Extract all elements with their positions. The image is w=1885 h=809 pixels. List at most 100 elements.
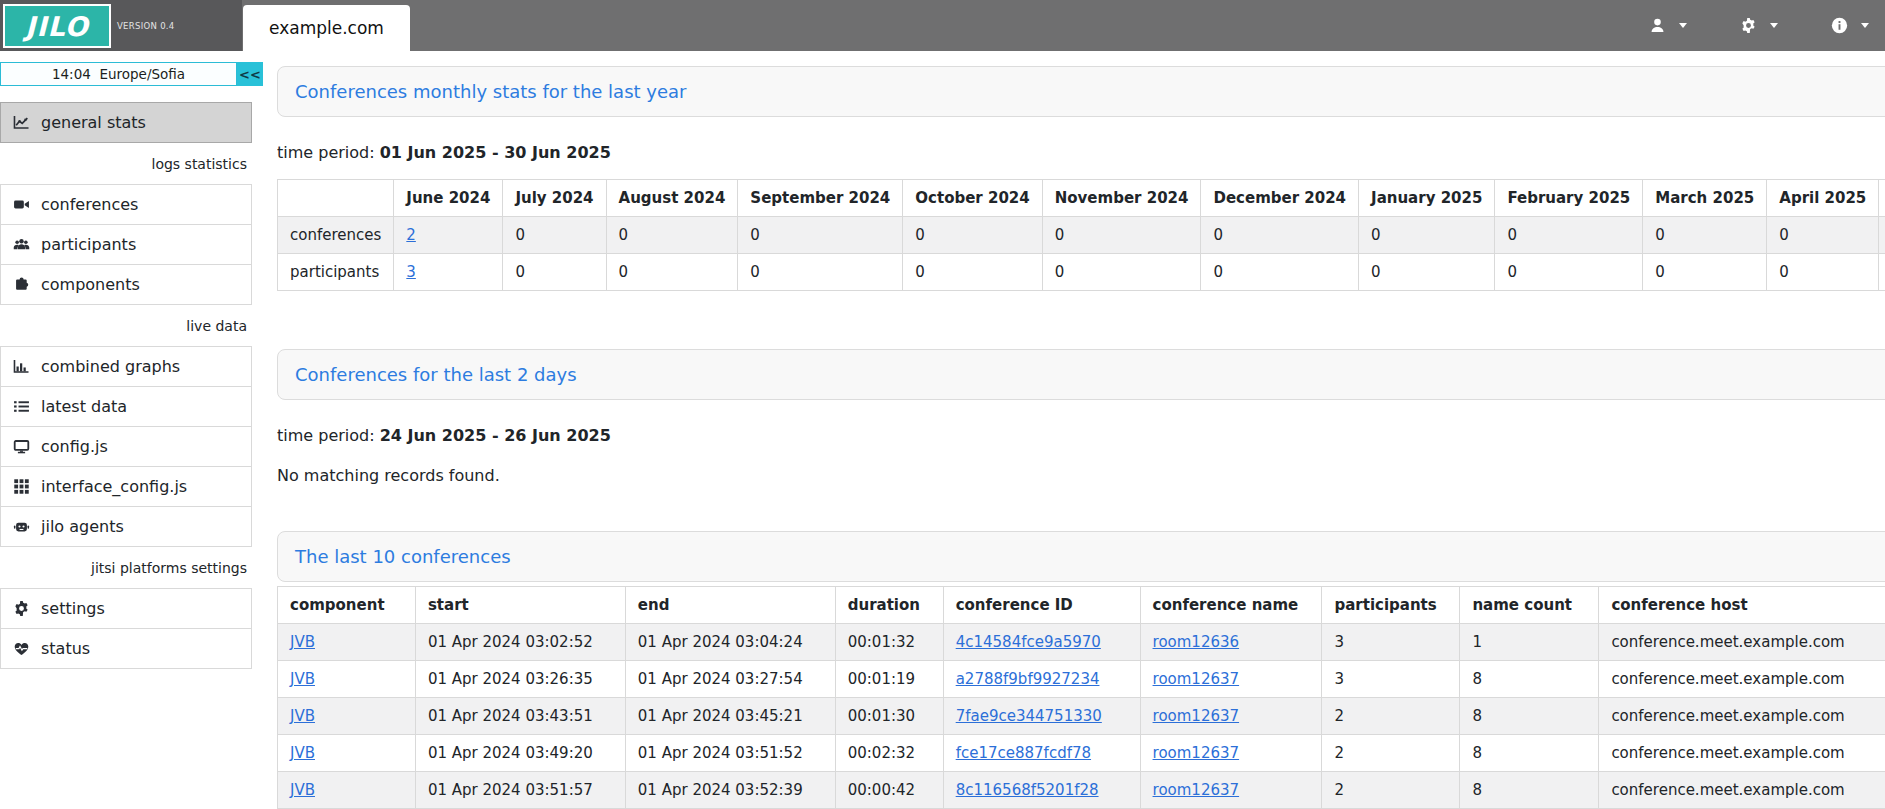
gear-icon [1739,17,1757,35]
info-menu[interactable] [1830,17,1869,35]
column-header-november-2024: November 2024 [1042,180,1201,217]
tab-example-com[interactable]: example.com [243,5,410,51]
sidebar-item-label: status [41,639,90,658]
users-icon [12,236,30,254]
table-link[interactable]: fce17ce887fcdf78 [956,744,1091,762]
sidebar-collapse-button[interactable]: << [237,62,263,86]
table-cell: 4c14584fce9a5970 [943,624,1140,661]
card-monthly-stats-title[interactable]: Conferences monthly stats for the last y… [295,81,686,102]
sidebar-item-status[interactable]: status [0,628,252,669]
table-row: JVB01 Apr 2024 03:26:3501 Apr 2024 03:27… [278,661,1885,698]
table-cell: 0 [1495,217,1643,254]
sidebar-item-general-stats[interactable]: general stats [0,102,252,143]
sidebar-item-components[interactable]: components [0,264,252,305]
time-widget: 14:04 Europe/Sofia << [0,62,263,86]
time-period-label: time period: [277,143,380,162]
sidebar-item-combined-graphs[interactable]: combined graphs [0,346,252,387]
table-link[interactable]: JVB [290,744,315,762]
table-cell: room12637 [1140,661,1322,698]
table-link[interactable]: 4c14584fce9a5970 [956,633,1101,651]
sidebar-item-label: jilo agents [41,517,124,536]
table-cell: conference.meet.example.com [1599,661,1885,698]
table-link[interactable]: room12637 [1153,707,1240,725]
list-icon [12,398,30,416]
table-cell: 3 [1322,624,1460,661]
card-last2days-title[interactable]: Conferences for the last 2 days [295,364,577,385]
user-menu[interactable] [1648,17,1687,35]
sidebar-item-settings[interactable]: settings [0,588,252,629]
table-link[interactable]: a2788f9bf9927234 [956,670,1100,688]
column-header-conference-name: conference name [1140,587,1322,624]
robot-icon [12,518,30,536]
table-cell: 0 [1359,254,1495,291]
column-header-empty [278,180,394,217]
column-header-august-2024: August 2024 [606,180,738,217]
table-link[interactable]: room12636 [1153,633,1240,651]
table-cell: 01 Apr 2024 03:51:57 [415,772,625,809]
column-header-april-2025: April 2025 [1767,180,1879,217]
table-cell: 0 [1879,254,1885,291]
sidebar-item-label: conferences [41,195,138,214]
gear-icon [12,600,30,618]
column-header-participants: participants [1322,587,1460,624]
stat-link[interactable]: 2 [406,226,416,244]
table-link[interactable]: room12637 [1153,781,1240,799]
sidebar-item-conferences[interactable]: conferences [0,184,252,225]
table-link[interactable]: JVB [290,707,315,725]
table-link[interactable]: 8c116568f5201f28 [956,781,1099,799]
sidebar-item-latest-data[interactable]: latest data [0,386,252,427]
sidebar-item-config-js[interactable]: config.js [0,426,252,467]
stat-link[interactable]: 3 [406,263,416,281]
main-content: Conferences monthly stats for the last y… [277,51,1885,809]
table-link[interactable]: 7fae9ce344751330 [956,707,1102,725]
table-cell: 01 Apr 2024 03:02:52 [415,624,625,661]
table-link[interactable]: room12637 [1153,670,1240,688]
table-cell: 7fae9ce344751330 [943,698,1140,735]
column-header-february-2025: February 2025 [1495,180,1643,217]
column-header-may-2025: May 2025 [1879,180,1885,217]
table-link[interactable]: room12637 [1153,744,1240,762]
row-label: conferences [278,217,394,254]
time-period-value: 24 Jun 2025 - 26 Jun 2025 [380,426,611,445]
sidebar-item-label: config.js [41,437,108,456]
table-cell: 01 Apr 2024 03:49:20 [415,735,625,772]
top-bar: JILO VERSION 0.4 example.com [0,0,1885,51]
sidebar-item-interface-config-js[interactable]: interface_config.js [0,466,252,507]
clock-display: 14:04 Europe/Sofia [0,62,237,86]
sidebar-item-label: settings [41,599,105,618]
table-cell: 01 Apr 2024 03:45:21 [625,698,835,735]
table-cell: 8c116568f5201f28 [943,772,1140,809]
sidebar-item-participants[interactable]: participants [0,224,252,265]
table-cell: 2 [1322,772,1460,809]
time-period-label: time period: [277,426,380,445]
table-link[interactable]: JVB [290,670,315,688]
settings-menu[interactable] [1739,17,1778,35]
video-icon [12,196,30,214]
card-monthly-stats-header: Conferences monthly stats for the last y… [277,66,1885,117]
table-link[interactable]: JVB [290,781,315,799]
table-cell: 01 Apr 2024 03:43:51 [415,698,625,735]
table-cell: 0 [1201,254,1359,291]
puzzle-icon [12,276,30,294]
table-cell: conference.meet.example.com [1599,772,1885,809]
table-cell: conference.meet.example.com [1599,735,1885,772]
table-cell: 0 [903,254,1042,291]
card-last10-title[interactable]: The last 10 conferences [295,546,511,567]
time-period-value: 01 Jun 2025 - 30 Jun 2025 [380,143,611,162]
table-cell: 01 Apr 2024 03:27:54 [625,661,835,698]
heart-pulse-icon [12,640,30,658]
table-cell: conference.meet.example.com [1599,624,1885,661]
table-cell: 0 [1495,254,1643,291]
sidebar-item-label: combined graphs [41,357,180,376]
no-records-message: No matching records found. [277,466,1885,485]
user-icon [1648,17,1666,35]
table-cell: 0 [738,254,903,291]
last2days-time-period: time period: 24 Jun 2025 - 26 Jun 2025 [277,426,1885,445]
top-bar-actions [1648,0,1869,51]
sidebar: 14:04 Europe/Sofia << general statslogs … [0,51,263,669]
column-header-conference-host: conference host [1599,587,1885,624]
table-link[interactable]: JVB [290,633,315,651]
table-cell: 8 [1460,698,1599,735]
table-cell: JVB [278,624,416,661]
sidebar-item-jilo-agents[interactable]: jilo agents [0,506,252,547]
